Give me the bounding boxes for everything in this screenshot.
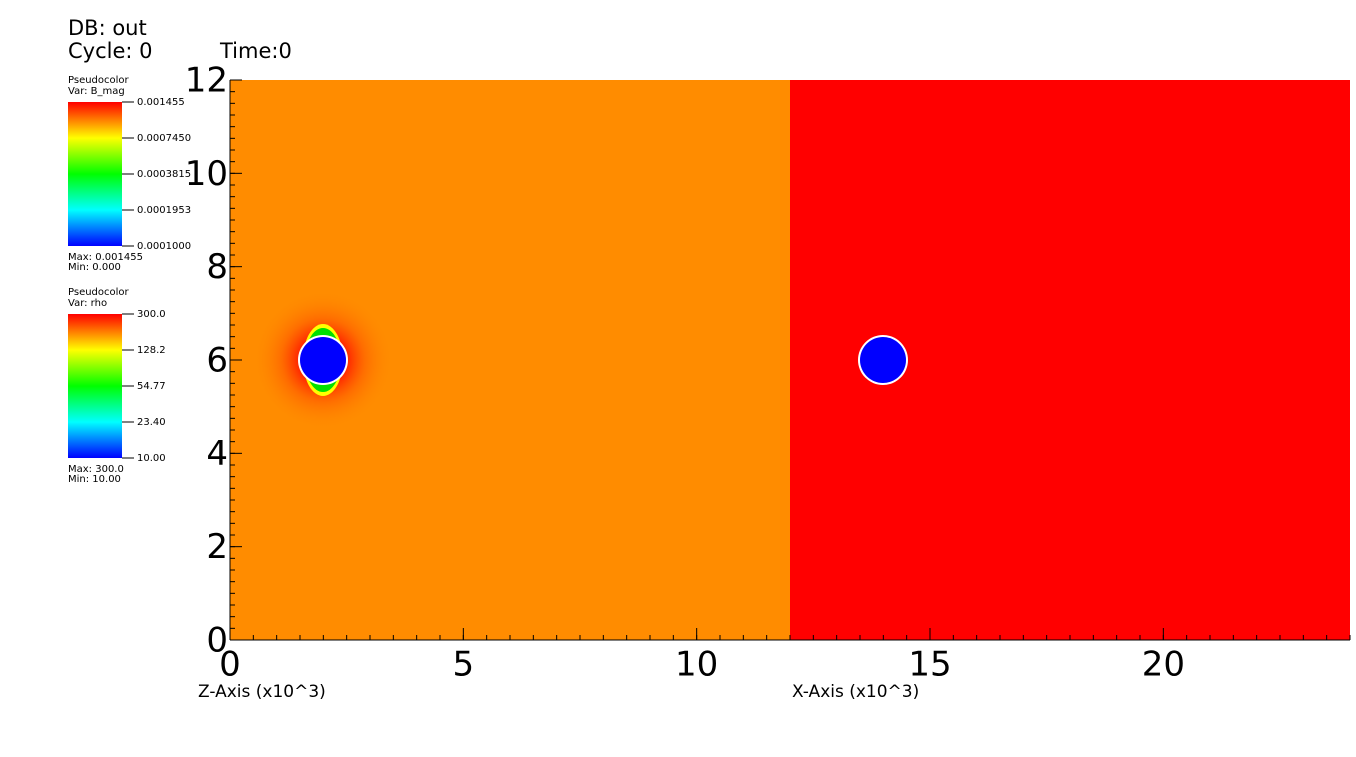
y-tick-label: 0 [206,621,228,661]
y-tick-label: 6 [206,341,228,381]
x-axis-title: X-Axis (x10^3) [792,682,919,702]
y-tick-label: 4 [206,434,228,474]
y-tick-label: 8 [206,247,228,287]
legend-max: Max: 300.0 [68,464,124,475]
legend-min: Min: 0.000 [68,262,121,273]
legend-label: 54.77 [137,381,166,392]
legend-label: 0.0003815 [137,169,191,180]
color-bar [68,314,122,458]
sphere [300,337,346,383]
plot-area [230,80,1350,640]
legend-var: Var: B_mag [68,86,125,97]
y-tick-label: 2 [206,527,228,567]
x-tick-label: 15 [908,645,951,685]
time-label: Time:0 [219,39,292,63]
legend-label: 0.001455 [137,97,185,108]
y-tick-label: 12 [185,61,228,101]
legend-label: 10.00 [137,453,166,464]
y-tick-label: 10 [185,154,228,194]
legend-var: Var: rho [68,298,107,309]
legend-max: Max: 0.001455 [68,252,143,263]
color-bar [68,102,122,246]
legend-label: 128.2 [137,345,166,356]
legend-plot: Pseudocolor [68,75,130,86]
legend-min: Min: 10.00 [68,474,121,485]
legend-label: 0.0001953 [137,205,191,216]
sphere [860,337,906,383]
x-tick-label: 5 [453,645,475,685]
legend-plot: Pseudocolor [68,287,130,298]
legend-label: 300.0 [137,309,166,320]
x-tick-label: 0 [219,645,241,685]
x-tick-label: 20 [1142,645,1185,685]
cycle-label: Cycle: 0 [68,39,153,63]
legend-label: 0.0007450 [137,133,191,144]
legend-label: 0.0001000 [137,241,191,252]
db-label: DB: out [68,16,147,40]
legend-label: 23.40 [137,417,166,428]
z-axis-title: Z-Axis (x10^3) [198,682,326,702]
x-tick-label: 10 [675,645,718,685]
